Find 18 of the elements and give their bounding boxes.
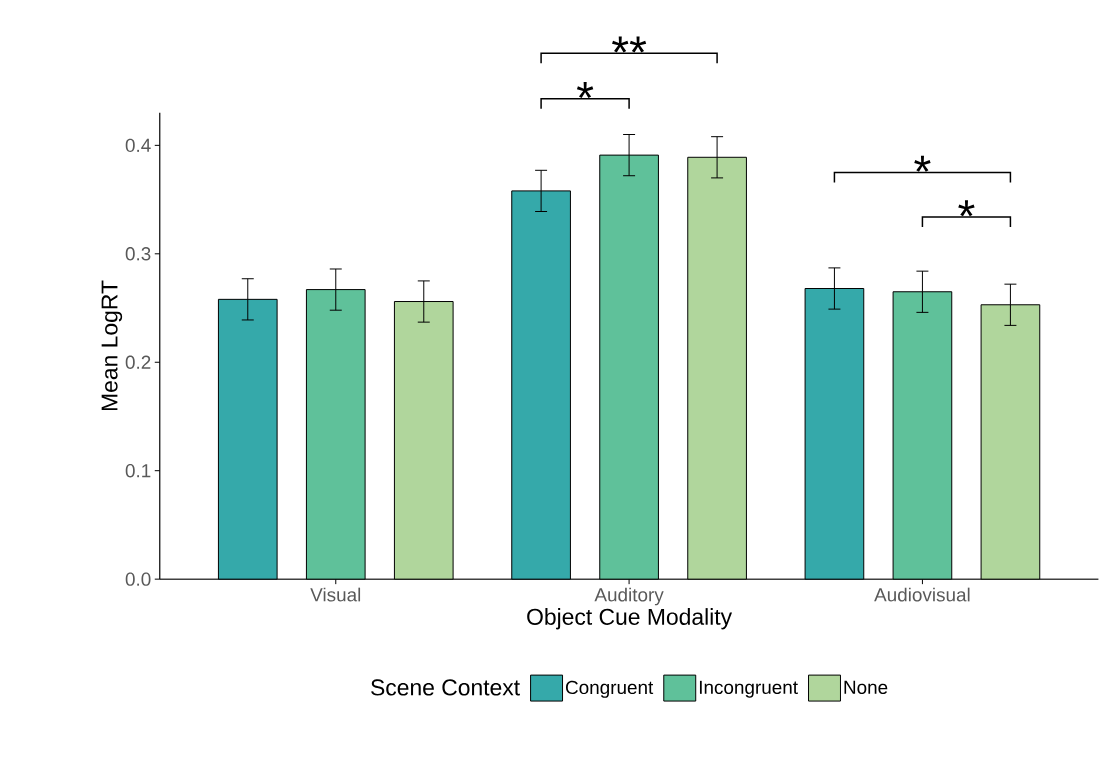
- annotation: *: [914, 155, 931, 172]
- y-tick-label: 0.2: [125, 355, 151, 369]
- legend-title: Scene Context: [371, 679, 520, 696]
- x-axis-title: Object Cue Modality: [527, 608, 733, 630]
- legend-label: None: [844, 680, 888, 695]
- x-tick-label: Visual: [310, 587, 361, 602]
- y-tick-label: 0.0: [125, 572, 151, 586]
- annotation: *: [958, 200, 975, 217]
- text: **: [612, 36, 647, 53]
- text: *: [576, 82, 594, 99]
- y-tick-label: 0.4: [125, 138, 151, 153]
- legend-label: Congruent: [565, 680, 654, 698]
- y-tick-label: 0.3: [125, 247, 151, 261]
- legend-label: Incongruent: [699, 680, 798, 698]
- x-tick-label: Auditory: [594, 587, 664, 606]
- x-tick-label: Audiovisual: [874, 587, 970, 602]
- y-axis-title: Mean LogRT: [101, 280, 123, 411]
- y-tick-label: 0.1: [125, 464, 151, 478]
